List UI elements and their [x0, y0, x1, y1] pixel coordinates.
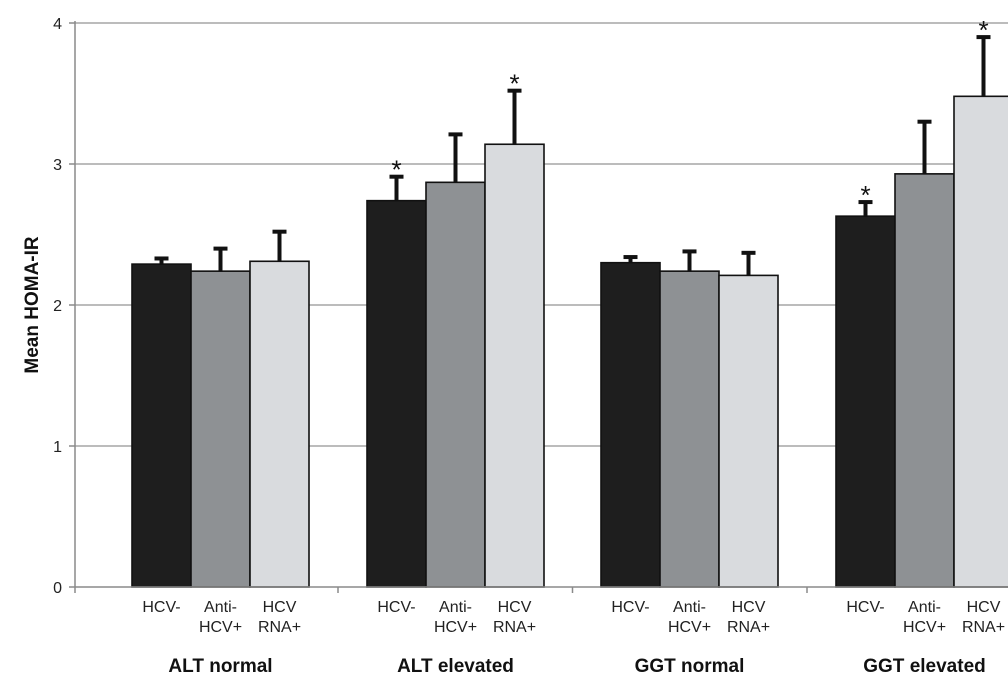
bar — [600, 261, 661, 588]
bar — [835, 215, 896, 588]
group-label: GGT elevated — [863, 656, 986, 677]
category-label: HCV — [967, 599, 1001, 616]
group-label: ALT normal — [168, 656, 272, 677]
category-label: HCV+ — [903, 619, 946, 636]
y-axis-title: Mean HOMA-IR — [22, 236, 43, 374]
category-label: HCV- — [377, 599, 415, 616]
category-label: HCV+ — [199, 619, 242, 636]
category-label: HCV+ — [668, 619, 711, 636]
significance-marker: * — [391, 155, 401, 185]
significance-marker: * — [509, 69, 519, 99]
category-label: RNA+ — [493, 619, 536, 636]
y-tick-label: 2 — [53, 298, 62, 315]
category-label: Anti- — [439, 599, 472, 616]
labels: 0 1 2 3 4 HCV- Anti- HCV+ HCV RNA+ ALT normal * HCV-… — [53, 15, 1005, 677]
bar — [249, 260, 310, 588]
significance-marker: * — [860, 180, 870, 210]
y-tick-label: 1 — [53, 439, 62, 456]
category-label: HCV- — [142, 599, 180, 616]
bars — [131, 35, 1008, 588]
category-label: Anti- — [204, 599, 237, 616]
bar — [894, 173, 955, 588]
bar — [484, 143, 545, 588]
y-tick-label: 0 — [53, 580, 62, 597]
axes — [69, 21, 1008, 593]
group-label: ALT elevated — [397, 656, 514, 677]
bar — [366, 199, 427, 588]
bar — [659, 270, 720, 588]
bar — [131, 263, 192, 588]
bar — [425, 181, 486, 588]
category-label: Anti- — [673, 599, 706, 616]
group-label: GGT normal — [635, 656, 745, 677]
category-label: HCV — [263, 599, 297, 616]
significance-marker: * — [978, 15, 988, 45]
category-label: RNA+ — [258, 619, 301, 636]
bar — [190, 270, 251, 588]
category-label: HCV- — [846, 599, 884, 616]
category-label: HCV — [498, 599, 532, 616]
category-label: RNA+ — [962, 619, 1005, 636]
bar — [953, 95, 1008, 588]
y-tick-label: 4 — [53, 16, 62, 33]
category-label: RNA+ — [727, 619, 770, 636]
bar — [718, 274, 779, 588]
category-label: Anti- — [908, 599, 941, 616]
category-label: HCV- — [611, 599, 649, 616]
category-label: HCV+ — [434, 619, 477, 636]
y-tick-label: 3 — [53, 157, 62, 174]
category-label: HCV — [732, 599, 766, 616]
